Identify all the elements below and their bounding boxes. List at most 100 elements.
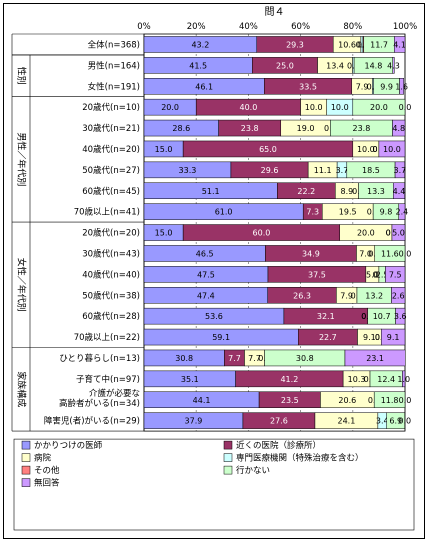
data-label: 30.8 <box>296 354 314 363</box>
data-label: 46.1 <box>195 82 213 91</box>
data-label: 5.0 <box>392 229 405 238</box>
bar-segment <box>393 182 405 199</box>
data-label: 7.9 <box>340 291 353 300</box>
category-label: 障害児(者)がいる(n=29) <box>44 416 140 427</box>
legend-swatch <box>21 440 31 450</box>
data-label: 34.9 <box>302 249 320 258</box>
data-label: 41.5 <box>189 61 207 70</box>
data-label: 7.0 <box>359 249 372 258</box>
data-label: 10.0 <box>383 145 401 154</box>
category-label: ひとり暮らし(n=13) <box>59 353 140 364</box>
legend-label: 病院 <box>34 453 52 464</box>
data-label: 29.3 <box>286 40 304 49</box>
data-label: 9.1 <box>387 333 400 342</box>
bar-segment <box>394 161 405 179</box>
data-label: 43.2 <box>191 40 209 49</box>
bar-segment <box>378 140 406 158</box>
data-label: 0.8 <box>356 40 369 49</box>
data-label: 5.0 <box>366 270 379 279</box>
legend-label: かかりつけの医師 <box>34 440 103 451</box>
data-label: 8.9 <box>341 187 354 196</box>
data-label: 7.5 <box>389 270 402 279</box>
data-label: 44.1 <box>193 396 211 405</box>
bar-segment <box>391 224 406 241</box>
data-label: 19.5 <box>339 208 357 217</box>
group-label: 女性／年代別 <box>16 258 28 312</box>
data-label: 2.5 <box>376 270 389 279</box>
data-label: 4.1 <box>393 40 406 49</box>
data-label: 33.3 <box>179 166 197 175</box>
data-label: 0.0 <box>399 249 412 258</box>
legend-swatch <box>21 453 31 462</box>
bar-segment <box>392 119 406 137</box>
data-label: 23.8 <box>241 124 259 133</box>
category-label: 介護が必要な高齢者がいる(n=34) <box>59 388 140 409</box>
bar-segment <box>352 98 406 116</box>
data-label: 10.0 <box>331 103 349 112</box>
data-label: 15.0 <box>155 229 173 238</box>
data-label: 60.0 <box>253 229 271 238</box>
data-label: 4.3 <box>387 61 400 70</box>
data-label: 59.1 <box>212 333 230 342</box>
legend-label: 専門医療機関（特殊治療を含む） <box>236 453 364 464</box>
data-label: 13.2 <box>365 291 383 300</box>
data-label: 7.9 <box>356 82 369 91</box>
category-label: 20歳代(n=10) <box>82 102 140 113</box>
data-label: 46.5 <box>196 249 214 258</box>
data-label: 26.3 <box>293 291 311 300</box>
category-label: 全体(n=368) <box>88 39 140 50</box>
data-label: 35.1 <box>181 375 199 384</box>
data-label: 9.8 <box>380 208 393 217</box>
data-label: 23.1 <box>366 354 384 363</box>
bar-segment <box>394 36 406 53</box>
data-label: 61.0 <box>215 208 233 217</box>
data-label: 9.9 <box>380 82 393 91</box>
bar-segment <box>402 370 406 388</box>
data-label: 0.0 <box>399 396 412 405</box>
data-label: 3.4 <box>376 417 389 426</box>
chart-title: 問４ <box>265 6 285 18</box>
data-label: 20.6 <box>338 396 356 405</box>
data-label: 1.0 <box>397 375 410 384</box>
bar-segment <box>398 203 406 220</box>
data-label: 2.6 <box>392 291 405 300</box>
category-label: 60歳代(n=45) <box>82 186 140 197</box>
data-label: 19.0 <box>297 124 315 133</box>
category-label: 20歳代(n=20) <box>82 228 140 239</box>
data-label: 20.0 <box>357 229 375 238</box>
data-label: 29.6 <box>261 166 279 175</box>
data-label: 22.2 <box>297 187 315 196</box>
category-label: 70歳以上(n=41) <box>74 207 140 218</box>
x-tick-label: 100% <box>393 22 417 32</box>
data-label: 0.5 <box>367 82 380 91</box>
bar-segment <box>344 349 406 367</box>
data-label: 11.8 <box>381 396 399 405</box>
legend-swatch <box>21 478 31 487</box>
x-tick-label: 20% <box>187 22 206 32</box>
data-label: 37.9 <box>185 417 203 426</box>
data-label: 3.7 <box>336 166 349 175</box>
data-label: 7.7 <box>248 354 261 363</box>
data-label: 40.0 <box>239 103 257 112</box>
data-label: 10.0 <box>357 145 375 154</box>
category-label: 70歳以上(n=22) <box>74 332 140 343</box>
group-label: 家族構成 <box>16 371 28 407</box>
data-label: 0.0 <box>398 417 411 426</box>
data-label: 0.0 <box>399 103 412 112</box>
category-label: 30歳代(n=21) <box>82 123 140 134</box>
data-label: 12.4 <box>377 375 395 384</box>
data-label: 6.9 <box>389 417 402 426</box>
data-label: 7.3 <box>306 208 319 217</box>
data-label: 11.6 <box>381 249 399 258</box>
data-label: 3.7 <box>394 166 407 175</box>
category-label: 女性(n=191) <box>88 81 140 92</box>
data-label: 3.6 <box>394 312 407 321</box>
data-label: 23.8 <box>353 124 371 133</box>
data-label: 33.5 <box>299 82 317 91</box>
data-label: 23.5 <box>281 396 299 405</box>
bar-segment <box>385 266 406 283</box>
category-label: 男性(n=164) <box>88 60 140 71</box>
bar-segment <box>373 391 406 408</box>
x-tick-label: 80% <box>343 22 362 32</box>
